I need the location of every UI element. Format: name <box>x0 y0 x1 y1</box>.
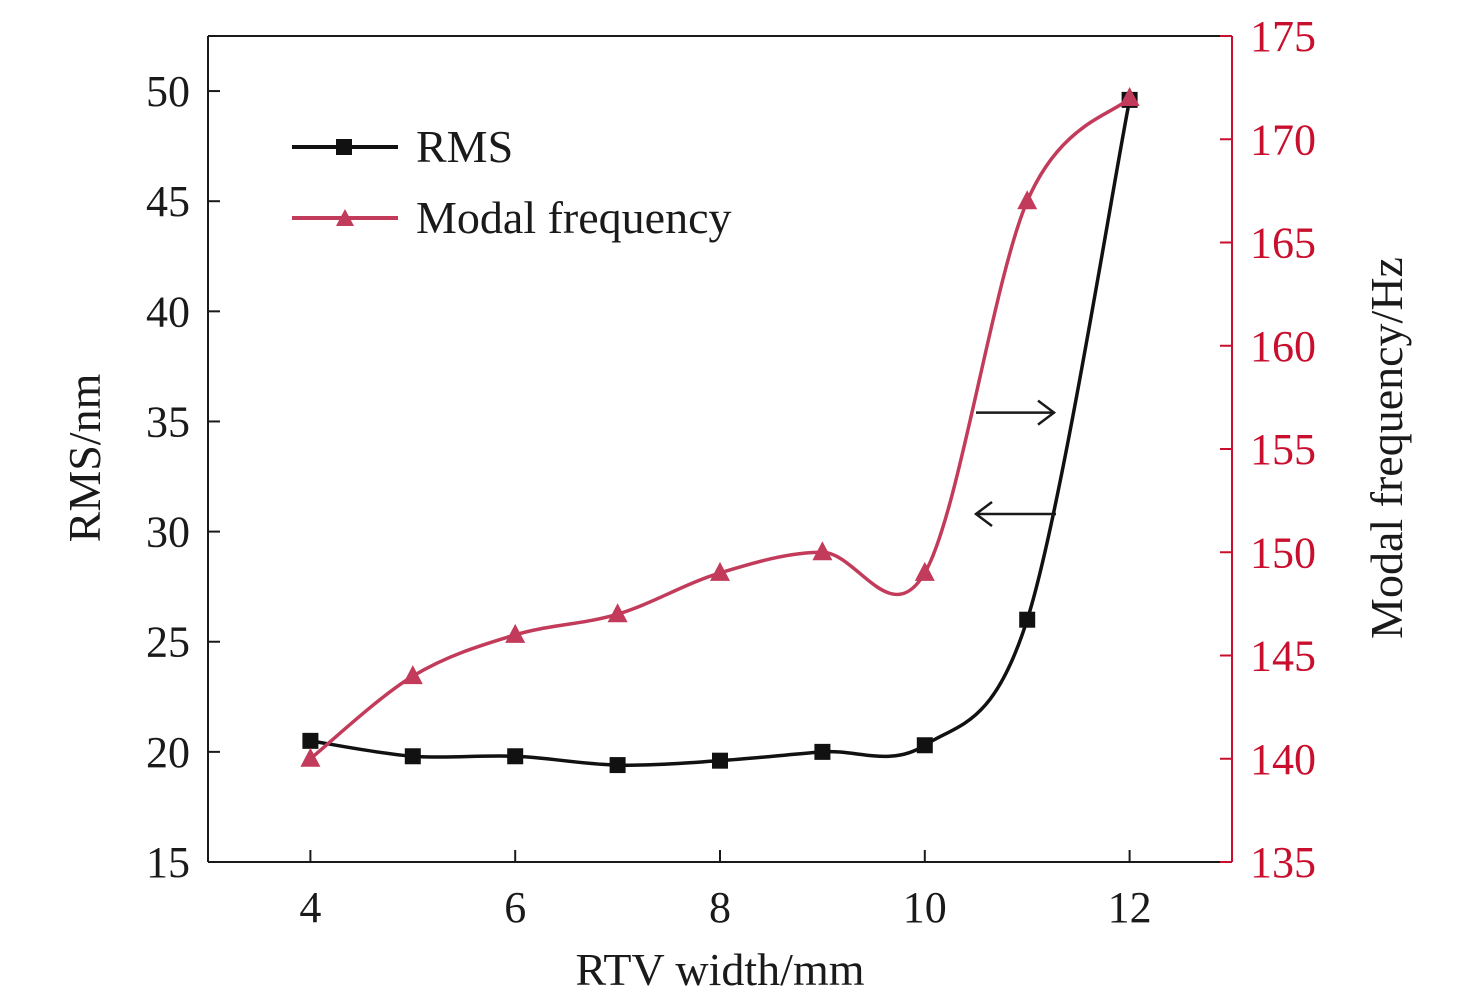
data-point-modal-frequency <box>1017 190 1038 210</box>
y-left-tick-label: 40 <box>146 287 190 336</box>
y-axis-left-title: RMS/nm <box>59 373 110 542</box>
y-left-tick-label: 45 <box>146 177 190 226</box>
x-tick-label: 6 <box>504 883 526 932</box>
y-right-tick-label: 135 <box>1250 838 1316 887</box>
y-left-tick-label: 15 <box>146 838 190 887</box>
y-left-tick-label: 20 <box>146 728 190 777</box>
y-right-tick-label: 145 <box>1250 632 1316 681</box>
data-point-modal-frequency <box>914 561 935 581</box>
legend: RMS Modal frequency <box>292 121 732 243</box>
data-point-modal-frequency <box>710 561 730 581</box>
data-point-rms <box>916 737 933 754</box>
legend-marker-modal-frequency <box>336 209 354 226</box>
x-tick-label: 4 <box>299 883 321 932</box>
data-point-rms <box>712 752 728 769</box>
x-tick-label: 8 <box>709 883 731 932</box>
x-tick-label: 12 <box>1108 883 1152 932</box>
y-right-tick-label: 165 <box>1250 219 1316 268</box>
annotation-arrows <box>973 399 1057 527</box>
legend-label-modal-frequency: Modal frequency <box>416 192 732 243</box>
series-line-rms <box>310 99 1132 767</box>
y-axis-right-title: Modal frequency/Hz <box>1361 257 1412 639</box>
data-point-modal-frequency <box>812 541 833 561</box>
arrow-right-head <box>1037 399 1057 426</box>
data-point-modal-frequency <box>607 603 628 623</box>
y-right-tick-label: 140 <box>1250 735 1316 784</box>
y-left-tick-label: 35 <box>146 397 190 446</box>
data-point-modal-frequency <box>402 665 423 685</box>
data-point-rms <box>1019 611 1036 628</box>
data-point-modal-frequency <box>1119 86 1140 106</box>
y-right-tick-label: 155 <box>1250 425 1316 474</box>
series-layer <box>300 86 1140 774</box>
x-tick-label: 10 <box>903 883 947 932</box>
data-point-rms <box>302 732 319 749</box>
y-right-tick-label: 150 <box>1250 528 1316 577</box>
axes: 4 6 8 10 12 15 20 25 30 35 40 45 50 135 140 145 150 155 16… <box>146 12 1316 932</box>
series-line-modal-frequency <box>309 96 1131 761</box>
y-right-tick-label: 170 <box>1250 115 1316 164</box>
data-point-modal-frequency <box>505 623 526 643</box>
legend-marker-rms <box>336 139 352 155</box>
y-left-tick-label: 25 <box>146 618 190 667</box>
data-point-rms <box>609 757 626 774</box>
data-point-rms <box>507 748 524 765</box>
y-right-tick-label: 160 <box>1250 322 1316 371</box>
y-left-tick-label: 50 <box>146 67 190 116</box>
x-axis-title: RTV width/mm <box>575 944 864 995</box>
arrow-left-head <box>973 500 993 527</box>
data-point-modal-frequency <box>300 747 321 767</box>
data-point-rms <box>404 748 421 765</box>
y-right-tick-label: 175 <box>1250 12 1316 61</box>
data-point-rms <box>814 743 831 760</box>
legend-label-rms: RMS <box>416 121 513 172</box>
y-left-tick-label: 30 <box>146 508 190 557</box>
